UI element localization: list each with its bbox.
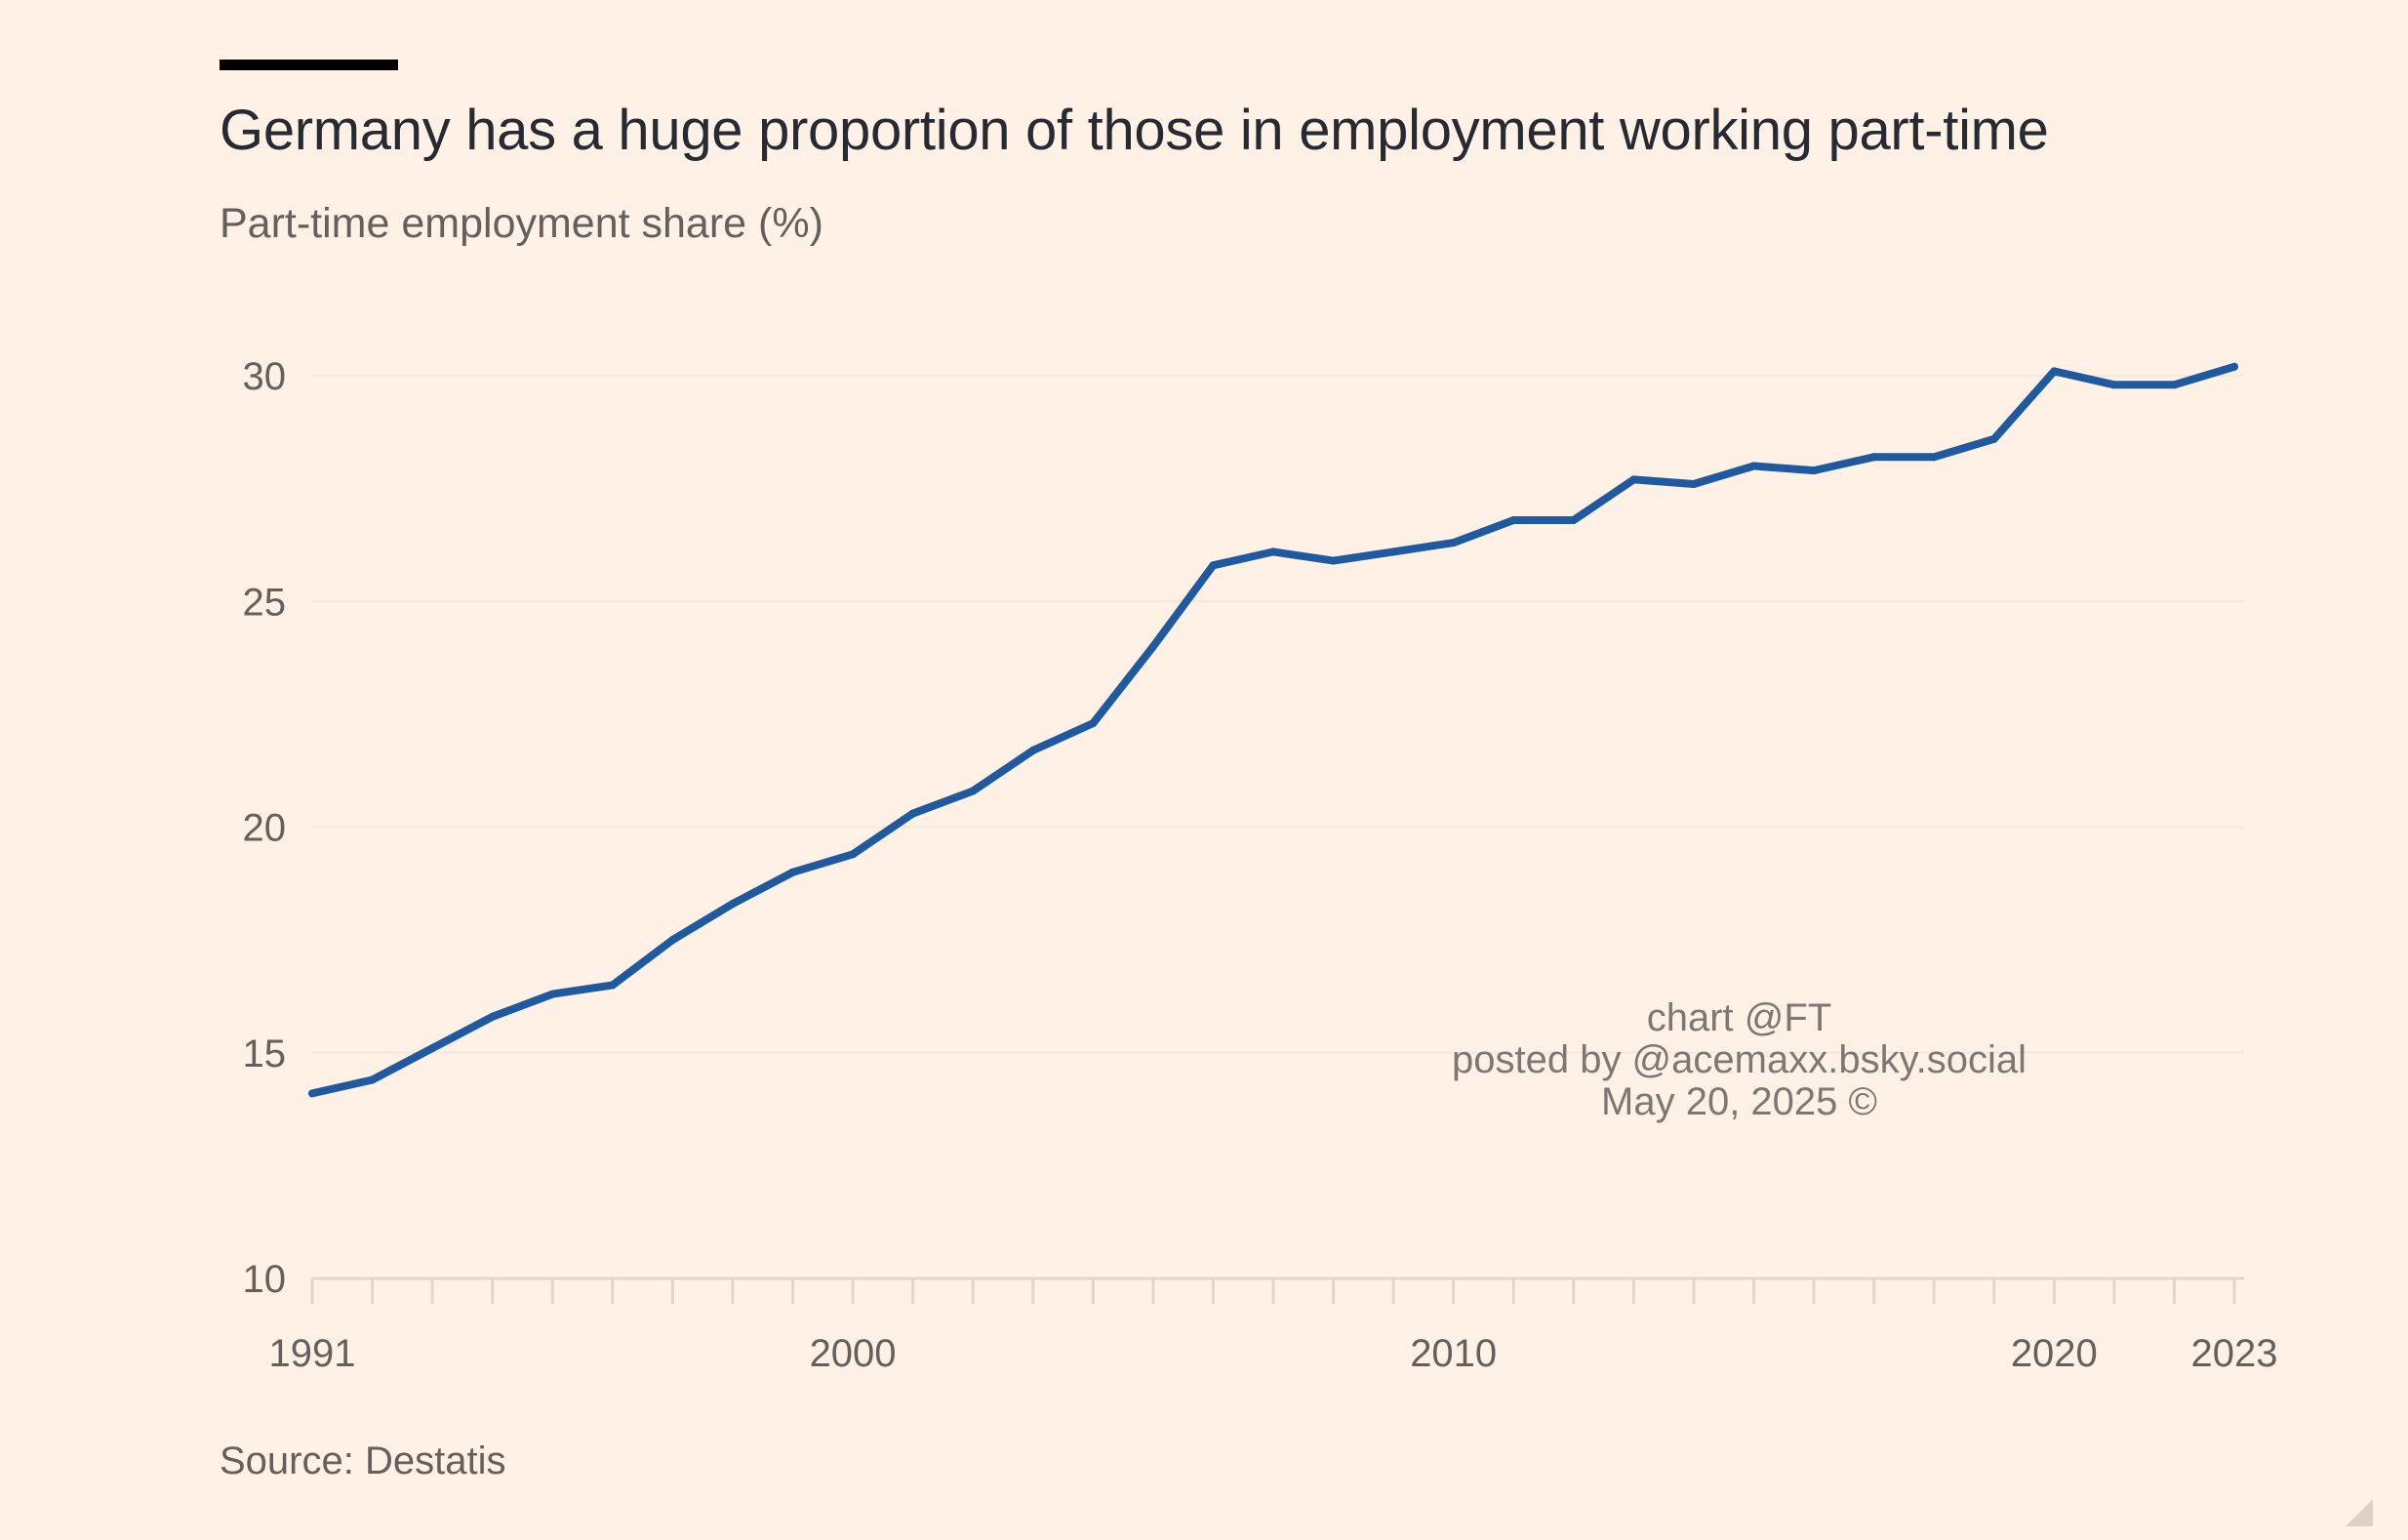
x-axis-labels: 1991 2000 2010 2020 2023 — [269, 1332, 2278, 1375]
x-tick-label: 2010 — [1410, 1332, 1497, 1375]
series-line-0 — [308, 362, 2238, 1098]
data-point — [368, 1075, 377, 1084]
data-point — [1569, 516, 1578, 524]
data-point — [2170, 381, 2179, 389]
resize-handle — [2346, 1499, 2373, 1526]
data-point — [1749, 462, 1758, 470]
data-point — [1689, 480, 1698, 488]
data-point — [1509, 516, 1518, 524]
x-axis-ticks — [310, 1278, 2236, 1304]
x-tick-label: 2023 — [2191, 1332, 2278, 1375]
series-layer — [308, 362, 2238, 1098]
y-tick-label: 20 — [243, 807, 287, 850]
y-axis-labels: 10 15 20 25 30 — [243, 355, 287, 1301]
chart-subtitle: Part-time employment share (%) — [220, 200, 823, 247]
data-point — [2230, 362, 2238, 371]
data-point — [969, 787, 978, 795]
data-point — [849, 850, 858, 859]
data-point — [1089, 719, 1098, 728]
x-tick-label: 1991 — [269, 1332, 356, 1375]
data-point — [1028, 746, 1037, 754]
gridlines — [312, 375, 2244, 1280]
watermark-line-3: May 20, 2025 © — [1601, 1080, 1877, 1123]
data-point — [548, 990, 557, 998]
watermark-line-1: chart @FT — [1646, 996, 1832, 1039]
x-tick-label: 2020 — [2011, 1332, 2098, 1375]
chart-title: Germany has a huge proportion of those i… — [220, 99, 2049, 162]
data-point — [1148, 642, 1157, 651]
data-point — [908, 809, 917, 818]
data-point — [1449, 539, 1458, 547]
data-point — [1989, 434, 1998, 443]
y-tick-label: 30 — [243, 355, 287, 398]
data-point — [1269, 547, 1277, 556]
y-tick-label: 15 — [243, 1033, 287, 1075]
data-point — [308, 1089, 316, 1098]
y-tick-label: 25 — [243, 581, 287, 624]
x-tick-label: 2000 — [810, 1332, 897, 1375]
data-point — [668, 936, 677, 945]
watermark-line-2: posted by @acemaxx.bsky.social — [1451, 1038, 2027, 1081]
data-point — [1329, 556, 1338, 565]
data-point — [488, 1012, 497, 1021]
data-point — [728, 900, 737, 909]
source-note: Source: Destatis — [220, 1439, 506, 1482]
watermark: chart @FT posted by @acemaxx.bsky.social… — [1346, 997, 2132, 1123]
data-point — [1810, 466, 1819, 475]
data-point — [1869, 453, 1878, 462]
data-point — [2050, 367, 2059, 376]
data-point — [2109, 381, 2118, 389]
data-point — [1930, 453, 1939, 462]
data-point — [608, 981, 617, 990]
title-accent-bar — [220, 60, 398, 70]
data-point — [1209, 561, 1218, 570]
data-point — [1389, 547, 1398, 556]
data-point — [788, 868, 797, 876]
data-point — [1629, 475, 1638, 484]
y-tick-label: 10 — [243, 1258, 287, 1301]
data-point — [428, 1044, 437, 1053]
